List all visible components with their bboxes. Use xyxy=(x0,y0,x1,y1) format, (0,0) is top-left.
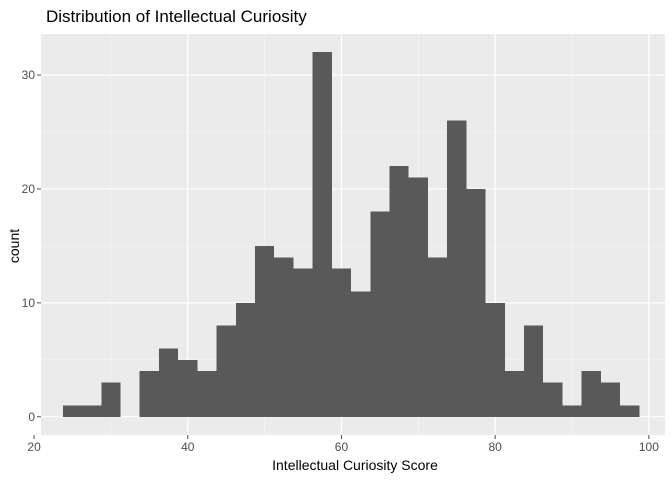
x-tick-label: 40 xyxy=(181,440,195,454)
y-tick-label: 30 xyxy=(22,68,36,82)
histogram-bar xyxy=(178,359,198,417)
axis-ticks xyxy=(33,74,650,439)
histogram-bar xyxy=(466,188,486,417)
histogram-bar xyxy=(293,268,313,417)
x-axis-tick-labels: 20 40 60 80 100 xyxy=(27,440,659,454)
x-tick-label: 80 xyxy=(488,440,502,454)
histogram-bar xyxy=(312,52,332,417)
chart-title: Distribution of Intellectual Curiosity xyxy=(46,7,307,26)
histogram-bar xyxy=(427,257,448,417)
y-axis-tick-labels: 0 10 20 30 xyxy=(22,68,36,424)
histogram-bar xyxy=(216,325,236,417)
histogram-bar xyxy=(351,291,371,417)
histogram-bar xyxy=(235,302,256,417)
y-tick-label: 0 xyxy=(28,410,35,424)
y-tick-label: 20 xyxy=(22,182,36,196)
histogram-bar xyxy=(485,302,505,417)
histogram-bar xyxy=(331,268,352,417)
x-axis-title: Intellectual Curiosity Score xyxy=(272,457,438,473)
histogram-bar xyxy=(274,257,294,417)
histogram-bar xyxy=(504,371,524,417)
histogram-bar xyxy=(82,405,102,417)
histogram-bar xyxy=(543,382,563,417)
histogram-bar xyxy=(62,405,83,417)
histogram-bar xyxy=(370,211,390,417)
histogram-bar xyxy=(101,382,121,417)
x-tick-label: 60 xyxy=(335,440,349,454)
histogram-bar xyxy=(600,382,621,417)
histogram-bars xyxy=(62,52,640,417)
histogram-bar xyxy=(620,405,640,417)
histogram-bar xyxy=(139,371,159,417)
histogram-bar xyxy=(255,245,275,417)
histogram-bar xyxy=(523,325,544,417)
histogram-bar xyxy=(408,177,428,417)
histogram-bar xyxy=(447,120,467,417)
histogram-bar xyxy=(562,405,582,417)
histogram-bar xyxy=(158,348,179,417)
x-tick-label: 20 xyxy=(27,440,41,454)
histogram-bar xyxy=(581,371,601,417)
x-tick-label: 100 xyxy=(639,440,659,454)
histogram-bar xyxy=(197,371,217,417)
y-axis-title: count xyxy=(6,229,22,263)
y-tick-label: 10 xyxy=(22,296,36,310)
histogram-bar xyxy=(389,166,409,417)
